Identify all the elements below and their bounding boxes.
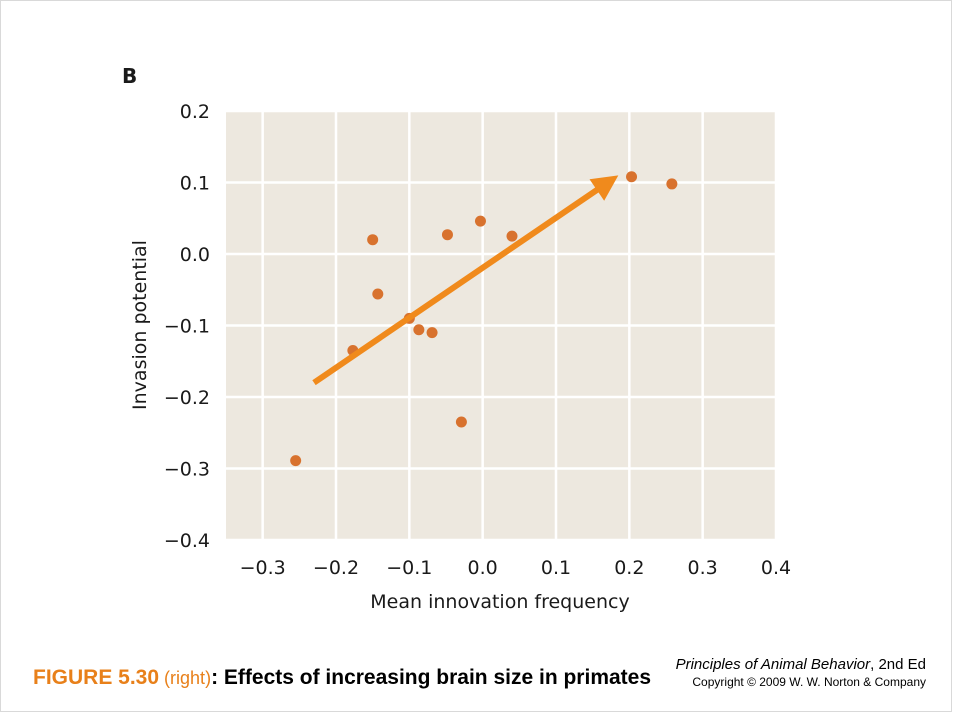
data-point bbox=[441, 229, 453, 241]
x-tick-label: 0.2 bbox=[614, 557, 644, 579]
y-tick-label: 0.1 bbox=[180, 173, 210, 195]
data-point bbox=[372, 288, 384, 300]
y-axis-label: Invasion potential bbox=[129, 240, 151, 410]
x-tick-label: −0.2 bbox=[313, 557, 359, 579]
credits: Principles of Animal Behavior, 2nd Ed Co… bbox=[626, 655, 926, 691]
x-tick-label: 0.4 bbox=[761, 557, 791, 579]
book-title: Principles of Animal Behavior bbox=[675, 656, 871, 673]
x-tick-label: 0.0 bbox=[468, 557, 498, 579]
figure-caption: FIGURE 5.30 (right): Effects of increasi… bbox=[33, 666, 693, 690]
trend-arrow-group bbox=[312, 175, 619, 386]
y-tick-label: −0.3 bbox=[164, 459, 210, 481]
data-point bbox=[426, 327, 438, 339]
y-tick-label: −0.4 bbox=[164, 530, 210, 552]
figure-title: : Effects of increasing brain size in pr… bbox=[211, 666, 652, 689]
copyright-line: Copyright © 2009 W. W. Norton & Company bbox=[692, 675, 926, 689]
panel-letter: B bbox=[122, 64, 137, 88]
y-tick-label: 0.2 bbox=[180, 101, 210, 123]
x-tick-label: −0.1 bbox=[386, 557, 432, 579]
scatter-chart: B −0.3 −0.2 −0.1 0.0 0.1 0.2 0.3 0.40.20.10.0−0… bbox=[122, 64, 791, 613]
book-edition: , 2nd Ed bbox=[870, 656, 926, 673]
book-credit: Principles of Animal Behavior, 2nd Ed bbox=[626, 655, 926, 674]
data-point bbox=[455, 416, 467, 428]
figure-side-close: ) bbox=[205, 668, 212, 688]
x-axis-label: Mean innovation frequency bbox=[370, 591, 629, 613]
data-point bbox=[474, 215, 486, 227]
x-tick-label: 0.3 bbox=[688, 557, 718, 579]
data-point bbox=[413, 324, 425, 336]
y-tick-label: −0.1 bbox=[164, 316, 210, 338]
tick-labels: −0.3 −0.2 −0.1 0.0 0.1 0.2 0.3 0.4 0.2 0.1 0.0 −0.1… bbox=[164, 101, 791, 579]
data-point bbox=[626, 171, 638, 183]
figure-side-open: ( bbox=[159, 668, 171, 688]
x-tick-label: −0.3 bbox=[240, 557, 286, 579]
trend-arrow-shaft bbox=[312, 186, 601, 386]
y-tick-label: −0.2 bbox=[164, 387, 210, 409]
gridlines bbox=[226, 109, 778, 542]
trend-arrow-head bbox=[589, 175, 619, 201]
data-point bbox=[506, 230, 518, 242]
x-tick-label: 0.1 bbox=[541, 557, 571, 579]
figure-side: right bbox=[170, 668, 206, 688]
data-point bbox=[290, 455, 302, 467]
data-point bbox=[367, 234, 379, 246]
y-tick-label: 0.0 bbox=[180, 244, 210, 266]
data-points bbox=[290, 171, 678, 467]
data-point bbox=[666, 178, 678, 190]
figure-number: FIGURE 5.30 bbox=[33, 666, 160, 689]
